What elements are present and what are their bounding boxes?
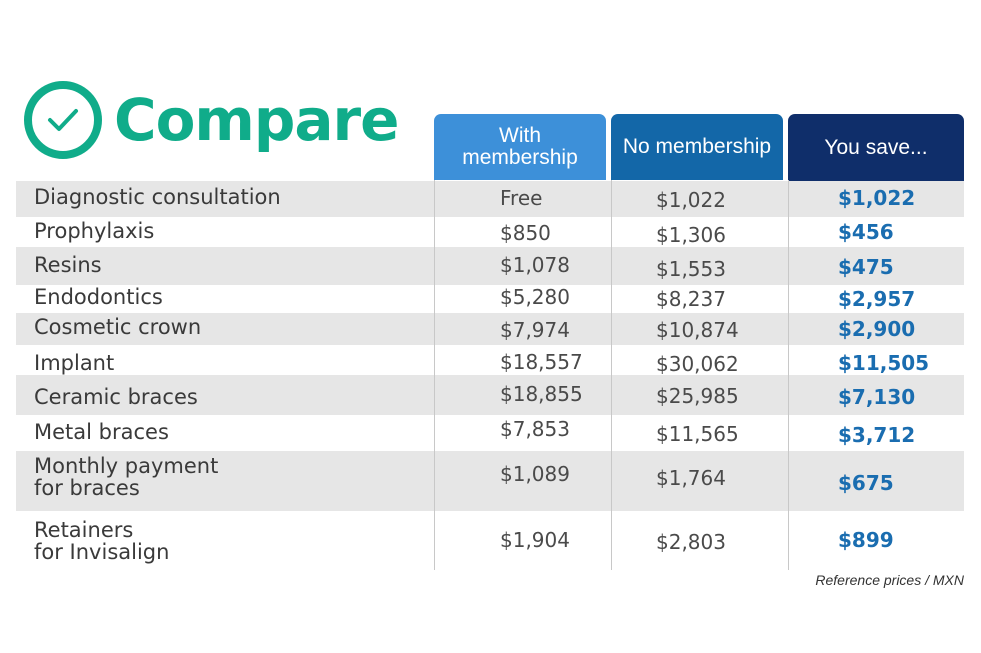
service-name: Implant: [34, 351, 115, 375]
savings-amount: $2,957: [838, 287, 916, 311]
column-divider: [611, 180, 612, 570]
service-name: Resins: [34, 253, 102, 277]
service-name: Metal braces: [34, 420, 169, 444]
table-row: [16, 345, 964, 375]
price-no-membership: $8,237: [656, 287, 726, 311]
price-with-membership: Free: [500, 186, 543, 210]
table-row: [16, 375, 964, 415]
compare-logo: Compare: [24, 80, 399, 160]
service-name: Cosmetic crown: [34, 315, 202, 339]
price-with-membership: $5,280: [500, 285, 570, 309]
column-divider: [788, 180, 789, 570]
table-row: [16, 217, 964, 247]
savings-amount: $456: [838, 220, 894, 244]
column-divider: [434, 180, 435, 570]
savings-amount: $3,712: [838, 423, 916, 447]
service-name: Endodontics: [34, 285, 163, 309]
header-with-membership: With membership: [434, 114, 606, 180]
price-with-membership: $7,974: [500, 318, 570, 342]
table-row: [16, 247, 964, 285]
price-no-membership: $1,764: [656, 466, 726, 490]
price-with-membership: $18,855: [500, 382, 583, 406]
service-name: Monthly payment for braces: [34, 454, 219, 500]
savings-amount: $675: [838, 471, 894, 495]
price-no-membership: $1,553: [656, 257, 726, 281]
price-with-membership: $18,557: [500, 350, 583, 374]
price-no-membership: $1,022: [656, 188, 726, 212]
table-row: [16, 313, 964, 345]
header-no-membership: No membership: [611, 114, 783, 180]
savings-amount: $11,505: [838, 351, 930, 375]
header-you-save-label: You save...: [824, 136, 928, 159]
savings-amount: $1,022: [838, 186, 916, 210]
service-name: Retainers for Invisalign: [34, 518, 170, 564]
page-title: Compare: [114, 86, 399, 154]
price-no-membership: $1,306: [656, 223, 726, 247]
price-no-membership: $30,062: [656, 352, 739, 376]
price-no-membership: $2,803: [656, 530, 726, 554]
header-with-membership-label: With membership: [462, 124, 578, 169]
savings-amount: $7,130: [838, 385, 916, 409]
savings-amount: $2,900: [838, 317, 916, 341]
table-row: [16, 181, 964, 217]
price-with-membership: $850: [500, 221, 551, 245]
price-with-membership: $1,089: [500, 462, 570, 486]
service-name: Ceramic braces: [34, 385, 198, 409]
service-name: Diagnostic consultation: [34, 185, 281, 209]
table-row: [16, 451, 964, 511]
service-name: Prophylaxis: [34, 219, 155, 243]
footnote: Reference prices / MXN: [815, 572, 964, 588]
price-with-membership: $1,904: [500, 528, 570, 552]
price-no-membership: $11,565: [656, 422, 739, 446]
price-with-membership: $1,078: [500, 253, 570, 277]
savings-amount: $899: [838, 528, 894, 552]
price-no-membership: $10,874: [656, 318, 739, 342]
price-no-membership: $25,985: [656, 384, 739, 408]
header-no-membership-label: No membership: [622, 135, 772, 158]
savings-amount: $475: [838, 255, 894, 279]
header-you-save: You save...: [788, 114, 964, 182]
check-circle-icon: [24, 81, 102, 159]
price-with-membership: $7,853: [500, 417, 570, 441]
